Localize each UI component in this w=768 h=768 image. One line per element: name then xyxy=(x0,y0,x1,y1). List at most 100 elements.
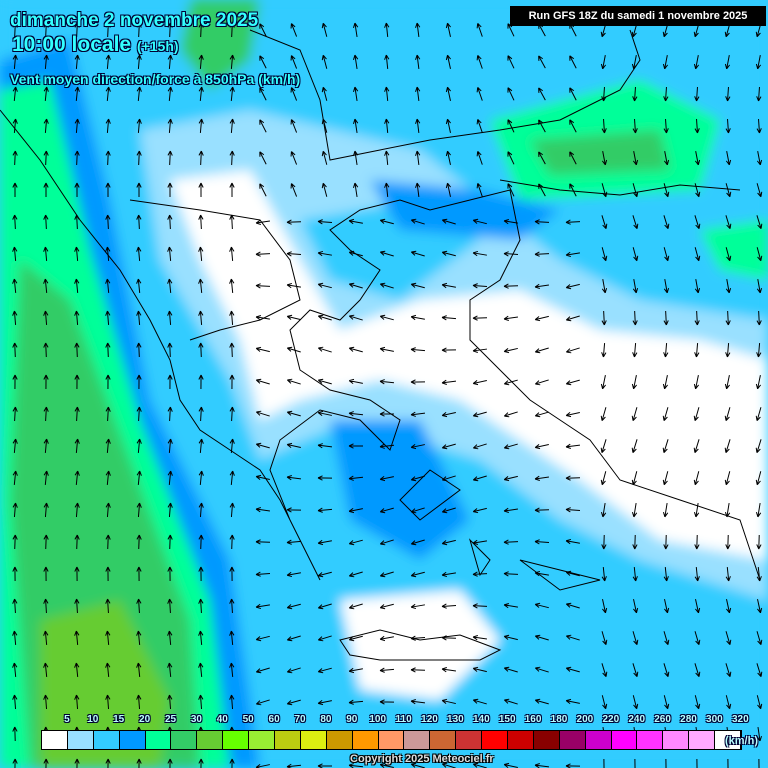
wind-arrow xyxy=(286,442,301,448)
wind-arrow xyxy=(565,347,580,354)
wind-arrow xyxy=(694,631,701,646)
wind-arrow xyxy=(696,758,698,768)
wind-arrow xyxy=(724,471,731,486)
legend-label: 60 xyxy=(268,714,280,725)
wind-arrow xyxy=(43,534,49,550)
wind-arrow xyxy=(136,54,142,70)
wind-arrow xyxy=(538,183,546,197)
wind-arrow xyxy=(632,663,639,678)
wind-arrow xyxy=(503,347,518,354)
wind-arrow xyxy=(348,571,363,578)
wind-arrow xyxy=(105,214,111,230)
wind-arrow xyxy=(290,23,298,37)
wind-arrow xyxy=(476,87,483,101)
wind-arrow xyxy=(43,566,49,582)
wind-arrow xyxy=(136,22,142,38)
wind-arrow xyxy=(255,635,270,642)
wind-arrow xyxy=(441,250,456,257)
wind-arrow xyxy=(229,662,235,678)
wind-arrow xyxy=(755,55,762,70)
wind-arrow xyxy=(379,411,395,417)
wind-arrow xyxy=(12,22,18,38)
wind-arrow xyxy=(384,150,390,166)
wind-arrow xyxy=(105,278,111,294)
wind-arrow xyxy=(410,218,425,225)
wind-arrow xyxy=(503,507,518,513)
wind-arrow xyxy=(167,86,173,102)
wind-arrow xyxy=(631,375,638,390)
wind-arrow xyxy=(136,694,142,710)
wind-arrow xyxy=(410,314,425,321)
wind-arrow xyxy=(724,55,731,70)
wind-arrow xyxy=(755,439,762,454)
wind-arrow xyxy=(198,342,204,358)
wind-arrow xyxy=(534,283,549,290)
wind-arrow xyxy=(136,246,142,262)
wind-arrow xyxy=(198,86,204,102)
wind-arrow xyxy=(601,534,607,550)
wind-arrow xyxy=(665,758,667,768)
wind-arrow xyxy=(12,118,18,134)
wind-arrow xyxy=(663,534,669,550)
wind-arrow xyxy=(662,375,669,390)
wind-arrow xyxy=(379,218,394,225)
wind-arrow xyxy=(694,342,700,358)
legend-swatch xyxy=(197,731,224,749)
wind-arrow xyxy=(632,631,639,646)
wind-arrow xyxy=(534,698,549,705)
wind-arrow xyxy=(601,151,608,166)
wind-arrow xyxy=(74,406,80,422)
wind-arrow xyxy=(43,694,49,710)
wind-arrow xyxy=(724,503,731,518)
wind-arrow xyxy=(534,475,550,481)
wind-arrow xyxy=(136,214,142,230)
wind-arrow xyxy=(255,667,270,674)
wind-arrow xyxy=(74,502,80,518)
wind-arrow xyxy=(415,54,421,70)
wind-arrow xyxy=(569,87,577,101)
wind-arrow xyxy=(694,247,701,262)
wind-arrow xyxy=(725,534,731,550)
wind-arrow xyxy=(255,603,270,610)
wind-arrow xyxy=(600,439,607,454)
wind-arrow xyxy=(43,342,49,358)
wind-arrow xyxy=(229,22,235,38)
wind-arrow xyxy=(756,183,763,198)
wind-arrow xyxy=(136,86,142,102)
wind-arrow xyxy=(317,314,332,321)
wind-arrow xyxy=(632,342,638,358)
wind-arrow xyxy=(167,278,173,294)
wind-arrow xyxy=(601,566,607,582)
wind-arrow xyxy=(290,87,298,101)
wind-arrow xyxy=(167,694,173,710)
wind-arrow xyxy=(631,55,638,70)
wind-arrow xyxy=(348,378,363,385)
wind-arrow xyxy=(632,534,638,550)
wind-arrow xyxy=(198,470,204,486)
wind-arrow xyxy=(229,278,235,294)
wind-arrow xyxy=(725,342,731,358)
wind-arrow xyxy=(503,698,518,705)
wind-arrow xyxy=(317,250,332,257)
wind-arrow xyxy=(167,566,173,582)
wind-arrow xyxy=(632,118,638,134)
wind-arrow xyxy=(445,182,451,197)
wind-arrow xyxy=(725,663,732,678)
wind-arrow xyxy=(12,566,18,582)
wind-arrow xyxy=(286,219,302,225)
wind-arrow xyxy=(12,726,18,742)
wind-arrow xyxy=(503,315,519,321)
wind-arrow xyxy=(105,598,111,614)
wind-arrow xyxy=(105,54,111,70)
wind-arrow xyxy=(441,571,456,578)
wind-arrow xyxy=(167,502,173,518)
wind-arrow xyxy=(725,566,731,582)
wind-arrow xyxy=(693,471,700,486)
legend-label: 100 xyxy=(369,714,387,725)
wind-arrow xyxy=(441,539,456,546)
wind-arrow xyxy=(167,54,173,70)
wind-arrow xyxy=(632,566,638,582)
wind-arrow xyxy=(601,342,607,358)
wind-arrow xyxy=(569,183,577,197)
wind-arrow xyxy=(601,663,608,678)
